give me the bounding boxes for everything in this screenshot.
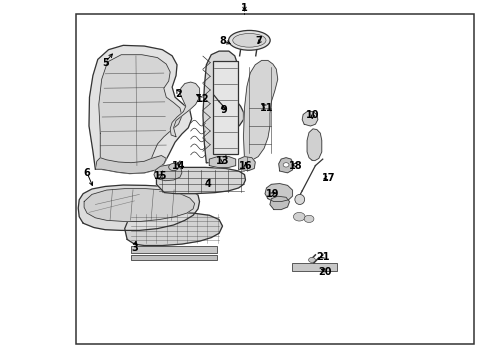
Bar [131, 255, 216, 260]
Circle shape [168, 163, 178, 171]
Polygon shape [269, 196, 289, 210]
Bar [212, 61, 238, 154]
Ellipse shape [232, 33, 265, 47]
Polygon shape [264, 184, 292, 202]
Polygon shape [78, 185, 199, 230]
Polygon shape [170, 82, 199, 137]
Text: 7: 7 [255, 36, 262, 46]
Polygon shape [306, 129, 321, 161]
Polygon shape [209, 157, 235, 167]
Text: 1: 1 [241, 3, 247, 13]
Polygon shape [203, 51, 243, 163]
Polygon shape [124, 212, 222, 246]
Circle shape [308, 257, 315, 262]
Polygon shape [238, 157, 255, 171]
Circle shape [293, 212, 305, 221]
Text: 17: 17 [321, 173, 335, 183]
Bar [131, 246, 216, 253]
Text: 2: 2 [175, 89, 182, 99]
Ellipse shape [294, 194, 304, 204]
Text: 6: 6 [83, 168, 90, 178]
Text: 13: 13 [215, 156, 229, 166]
Ellipse shape [228, 31, 270, 50]
Text: 11: 11 [259, 103, 273, 113]
Bar [76, 14, 473, 344]
Text: 14: 14 [171, 161, 185, 171]
Polygon shape [278, 158, 293, 173]
Text: 9: 9 [220, 105, 227, 115]
Polygon shape [302, 112, 317, 126]
Text: 3: 3 [131, 243, 138, 253]
Polygon shape [99, 55, 182, 167]
Text: 21: 21 [315, 252, 329, 262]
Text: 16: 16 [238, 161, 252, 171]
Circle shape [283, 163, 288, 167]
Polygon shape [243, 60, 277, 160]
Polygon shape [84, 189, 194, 221]
Polygon shape [154, 165, 182, 181]
Text: 15: 15 [153, 171, 167, 181]
Text: 4: 4 [204, 179, 211, 189]
Text: 20: 20 [318, 267, 331, 277]
Text: 12: 12 [196, 94, 209, 104]
Text: 19: 19 [265, 189, 279, 199]
Text: 5: 5 [102, 58, 108, 68]
Text: 8: 8 [219, 36, 225, 46]
Polygon shape [95, 156, 166, 174]
Circle shape [304, 215, 313, 222]
Text: 10: 10 [305, 110, 319, 120]
Polygon shape [156, 167, 245, 194]
Text: 18: 18 [288, 161, 302, 171]
Polygon shape [89, 45, 191, 174]
Bar [292, 263, 337, 271]
